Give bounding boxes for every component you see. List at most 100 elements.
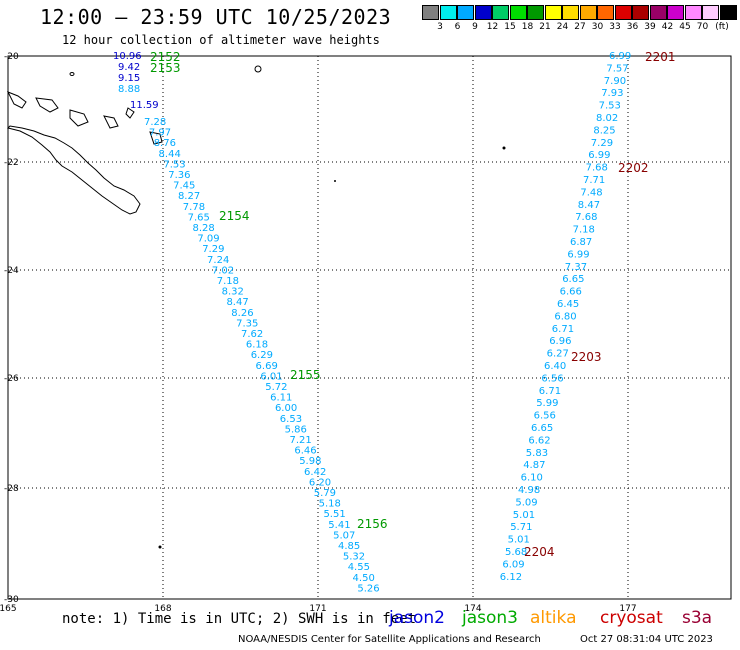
swh-value-west: 5.18 <box>319 499 341 510</box>
swh-value-east: 7.48 <box>580 187 602 198</box>
lat-tick-label: -20 <box>4 52 19 62</box>
legend-label: 24 <box>556 22 569 32</box>
swh-value-east: 6.65 <box>562 274 584 285</box>
swh-value-east: 6.99 <box>588 150 610 161</box>
swh-value-east: 5.83 <box>526 448 548 459</box>
swh-value-east: 6.12 <box>500 572 522 583</box>
legend-unit: (ft) <box>715 22 729 32</box>
swh-value-west: 6.20 <box>309 477 331 488</box>
loyalty-islands-coastline <box>6 91 89 127</box>
satellite-altika: altika <box>530 608 577 628</box>
legend-swatch <box>439 5 457 20</box>
swh-value-west: 7.02 <box>212 265 234 276</box>
swh-value-east: 8.02 <box>596 113 618 124</box>
swh-value-west: 7.35 <box>236 318 258 329</box>
legend-label: 42 <box>661 22 674 32</box>
island-hunter <box>502 146 506 150</box>
legend-swatch <box>649 5 667 20</box>
legend-label: 6 <box>454 22 461 32</box>
swh-value-west: 8.32 <box>222 287 244 298</box>
time-label-east: 2203 <box>571 350 602 364</box>
swh-value-west: 5.26 <box>357 583 379 594</box>
legend-label: 36 <box>626 22 639 32</box>
legend-swatch <box>422 5 439 20</box>
time-label-west: 2154 <box>219 209 250 223</box>
swh-value-east: 6.99 <box>567 249 589 260</box>
lat-tick-label: -30 <box>4 595 19 605</box>
swh-value-west: 6.42 <box>304 467 326 478</box>
lon-tick-label: 171 <box>309 604 326 614</box>
lat-tick-label: -28 <box>4 484 19 494</box>
time-label-east: 2201 <box>645 50 676 64</box>
island-norfolk <box>158 545 162 549</box>
swh-value-west: 9.42 <box>118 62 140 73</box>
swh-value-east: 6.45 <box>557 299 579 310</box>
swh-value-east: 6.87 <box>570 237 592 248</box>
swh-value-east: 7.53 <box>599 101 621 112</box>
swh-value-west: 8.76 <box>154 138 176 149</box>
legend-swatch <box>527 5 544 20</box>
swh-value-west: 8.88 <box>118 84 140 95</box>
swh-value-east: 6.99 <box>609 51 631 62</box>
time-label-west: 2156 <box>357 517 388 531</box>
swh-value-west: 6.69 <box>256 361 278 372</box>
lon-tick-label: 168 <box>154 604 171 614</box>
satellite-jason3: jason3 <box>462 608 518 628</box>
legend-label: 15 <box>504 22 516 32</box>
swh-value-west: 8.26 <box>231 308 253 319</box>
swh-value-west: 4.85 <box>338 541 360 552</box>
swh-value-east: 6.71 <box>552 324 574 335</box>
map-frame <box>7 55 732 600</box>
satellite-jason2: jason2 <box>389 608 445 628</box>
legend-label: 12 <box>486 22 499 32</box>
lon-tick-label: 174 <box>464 604 481 614</box>
legend-swatch <box>719 5 737 20</box>
swh-value-west: 7.53 <box>163 159 185 170</box>
swh-value-west: 7.78 <box>183 202 205 213</box>
swh-value-east: 5.09 <box>515 497 537 508</box>
swh-value-east: 5.01 <box>513 510 535 521</box>
swh-value-west: 4.55 <box>348 562 370 573</box>
swh-value-west: 4.50 <box>353 573 375 584</box>
swh-value-west: 8.44 <box>159 149 181 160</box>
legend-label: 30 <box>591 22 604 32</box>
legend-swatch <box>667 5 684 20</box>
swh-value-east: 5.71 <box>510 522 532 533</box>
swh-value-east: 6.80 <box>554 311 576 322</box>
swh-value-east: 5.68 <box>505 547 527 558</box>
legend-swatch <box>457 5 474 20</box>
swh-value-east: 7.29 <box>591 138 613 149</box>
swh-value-west: 5.72 <box>265 382 287 393</box>
swh-value-west: 7.45 <box>173 181 195 192</box>
swh-value-east: 7.68 <box>586 163 608 174</box>
swh-value-west: 7.97 <box>149 128 171 139</box>
swh-value-west: 6.01 <box>260 371 282 382</box>
swh-value-west: 6.11 <box>270 393 292 404</box>
legend-swatch <box>614 5 632 20</box>
satellite-s3a: s3a <box>682 608 713 628</box>
page-title: 12:00 – 23:59 UTC 10/25/2023 <box>40 5 392 29</box>
legend-label: 21 <box>539 22 551 32</box>
swh-value-east: 5.99 <box>536 398 558 409</box>
legend-swatch <box>597 5 614 20</box>
swh-value-east: 7.37 <box>565 262 587 273</box>
swh-value-east: 6.56 <box>534 411 556 422</box>
generated-timestamp: Oct 27 08:31:04 UTC 2023 <box>580 634 713 645</box>
swh-value-west: 8.27 <box>178 191 200 202</box>
swh-value-east: 6.96 <box>549 336 571 347</box>
time-label-west: 2153 <box>150 61 181 75</box>
lat-tick-label: -26 <box>4 374 19 384</box>
swh-value-west: 6.53 <box>280 414 302 425</box>
legend-swatch <box>492 5 509 20</box>
islands-coastline <box>103 107 163 145</box>
swh-value-west: 11.59 <box>130 100 159 111</box>
swh-value-east: 7.18 <box>573 225 595 236</box>
legend-label: 3 <box>437 22 443 32</box>
swh-value-west: 8.28 <box>193 223 215 234</box>
swh-value-west: 10.96 <box>113 51 142 62</box>
swh-value-west: 6.29 <box>251 350 273 361</box>
time-label-east: 2204 <box>524 545 555 559</box>
time-label-west: 2152 <box>150 50 181 64</box>
swh-value-east: 7.71 <box>583 175 605 186</box>
swh-value-west: 5.41 <box>328 520 350 531</box>
